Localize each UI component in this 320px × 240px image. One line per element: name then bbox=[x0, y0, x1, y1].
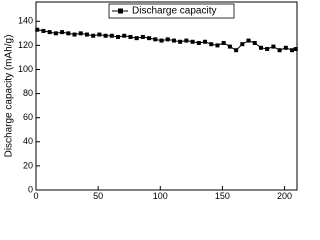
x-tick-label: 0 bbox=[33, 191, 38, 200]
chart: Discharge capacity (mAh/g) 0 20 40 60 80 100 1… bbox=[4, 1, 298, 201]
plot-frame bbox=[35, 1, 298, 191]
data-point bbox=[41, 28, 46, 33]
data-point bbox=[72, 32, 77, 37]
data-point bbox=[128, 34, 133, 39]
data-point bbox=[140, 34, 145, 39]
data-point bbox=[234, 48, 239, 53]
data-point bbox=[221, 40, 226, 45]
y-axis-label: Discharge capacity (mAh/g) bbox=[4, 35, 15, 158]
x-tick-label: 200 bbox=[277, 191, 292, 200]
x-tick-label: 150 bbox=[215, 191, 230, 200]
data-point bbox=[203, 39, 208, 44]
data-point bbox=[134, 36, 139, 41]
data-point bbox=[53, 31, 58, 36]
y-tick-label: 80 bbox=[23, 88, 33, 98]
data-point bbox=[109, 33, 114, 38]
data-point bbox=[190, 39, 195, 44]
data-point bbox=[209, 42, 214, 47]
data-point bbox=[271, 44, 276, 49]
data-point bbox=[147, 36, 152, 41]
data-point bbox=[293, 47, 298, 51]
y-tick-label: 140 bbox=[18, 16, 33, 26]
y-tick-label: 0 bbox=[28, 184, 33, 194]
data-point bbox=[277, 48, 282, 53]
data-point bbox=[290, 48, 295, 53]
data-point bbox=[60, 30, 65, 35]
data-point bbox=[246, 38, 251, 43]
data-point bbox=[227, 44, 232, 49]
y-tick-label: 40 bbox=[23, 136, 33, 146]
data-point bbox=[47, 30, 52, 35]
y-tick-label: 20 bbox=[23, 160, 33, 170]
data-point bbox=[265, 47, 270, 51]
data-point bbox=[252, 40, 257, 45]
data-point bbox=[116, 34, 121, 39]
data-point bbox=[258, 45, 263, 50]
y-tick-label: 60 bbox=[23, 112, 33, 122]
data-point bbox=[215, 43, 220, 48]
data-point bbox=[78, 31, 83, 36]
data-point bbox=[184, 38, 189, 43]
data-point bbox=[196, 40, 201, 45]
data-point bbox=[103, 33, 108, 38]
data-point bbox=[122, 33, 127, 38]
data-point bbox=[283, 45, 288, 50]
legend-label: Discharge capacity bbox=[132, 6, 216, 17]
data-point bbox=[240, 42, 245, 47]
data-point bbox=[153, 37, 158, 42]
x-tick-label: 100 bbox=[153, 191, 168, 200]
data-point bbox=[84, 32, 89, 37]
data-point bbox=[171, 38, 176, 43]
data-point bbox=[91, 33, 96, 38]
legend-marker bbox=[118, 8, 123, 14]
x-tick-label: 50 bbox=[93, 191, 103, 200]
data-point bbox=[178, 39, 183, 44]
data-point bbox=[35, 27, 40, 32]
y-tick-label: 100 bbox=[18, 64, 33, 74]
data-point bbox=[66, 31, 71, 36]
legend-box bbox=[108, 3, 235, 19]
data-point bbox=[165, 37, 170, 42]
y-tick-label: 120 bbox=[18, 40, 33, 50]
data-point bbox=[159, 38, 164, 43]
data-point bbox=[97, 32, 102, 37]
